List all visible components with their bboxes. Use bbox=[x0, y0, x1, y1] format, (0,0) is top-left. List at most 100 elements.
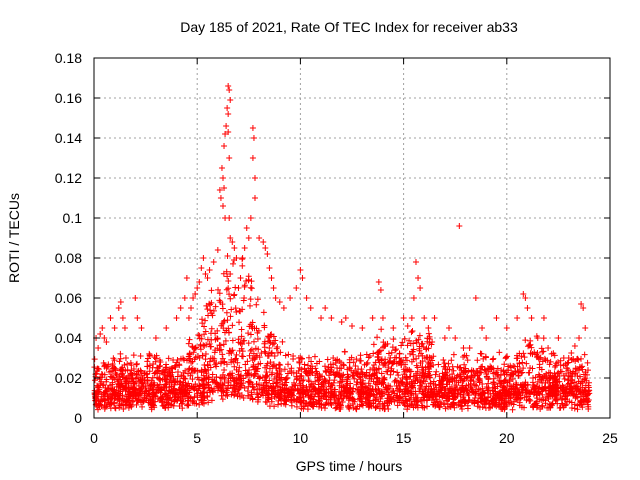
data-point bbox=[139, 403, 146, 410]
data-point bbox=[362, 373, 369, 380]
data-point bbox=[450, 351, 457, 358]
data-point bbox=[466, 345, 473, 351]
data-point bbox=[419, 388, 426, 395]
data-point bbox=[363, 369, 370, 376]
data-point bbox=[535, 371, 542, 378]
data-point bbox=[133, 360, 140, 367]
data-point bbox=[397, 358, 404, 365]
data-point bbox=[254, 335, 261, 342]
data-point bbox=[354, 378, 361, 385]
data-point bbox=[258, 350, 265, 357]
data-point bbox=[565, 377, 572, 384]
data-point bbox=[132, 295, 139, 301]
data-point bbox=[482, 367, 489, 374]
data-point bbox=[438, 387, 445, 394]
data-point bbox=[176, 362, 183, 369]
data-point bbox=[191, 393, 198, 400]
data-point bbox=[353, 356, 360, 363]
data-point bbox=[249, 355, 256, 362]
data-point bbox=[288, 365, 295, 372]
data-point bbox=[153, 386, 160, 393]
data-point bbox=[222, 391, 229, 398]
data-point bbox=[438, 400, 445, 407]
data-point bbox=[417, 359, 424, 366]
data-point bbox=[182, 381, 189, 388]
data-point bbox=[245, 235, 252, 241]
data-point bbox=[187, 355, 194, 362]
data-point bbox=[328, 402, 335, 409]
data-point bbox=[102, 404, 109, 411]
data-point bbox=[96, 384, 103, 391]
data-point bbox=[307, 365, 314, 372]
data-point bbox=[225, 129, 232, 135]
data-point bbox=[370, 378, 377, 385]
data-point bbox=[99, 325, 106, 331]
data-point bbox=[503, 354, 510, 361]
data-point bbox=[451, 404, 458, 411]
data-point bbox=[219, 305, 226, 312]
data-point bbox=[227, 235, 234, 241]
data-point bbox=[346, 365, 353, 372]
data-point bbox=[403, 374, 410, 381]
data-point bbox=[238, 345, 245, 352]
data-point bbox=[540, 315, 547, 321]
data-point bbox=[497, 403, 504, 410]
data-point bbox=[226, 87, 233, 93]
data-point bbox=[504, 353, 511, 360]
data-point bbox=[386, 358, 393, 365]
data-point bbox=[209, 312, 216, 319]
data-point bbox=[540, 348, 547, 355]
data-point bbox=[373, 366, 380, 373]
data-point bbox=[261, 382, 268, 389]
data-point bbox=[182, 386, 189, 393]
data-point bbox=[565, 355, 572, 361]
y-tick-label: 0.14 bbox=[55, 130, 82, 146]
data-point bbox=[580, 305, 587, 311]
data-point bbox=[244, 358, 251, 365]
data-point bbox=[563, 370, 570, 377]
data-point bbox=[402, 367, 409, 374]
data-point bbox=[518, 370, 525, 377]
data-point bbox=[107, 399, 114, 406]
data-point bbox=[374, 334, 381, 341]
data-point bbox=[262, 364, 269, 371]
data-point bbox=[186, 336, 193, 343]
data-point bbox=[478, 350, 485, 357]
data-point bbox=[282, 352, 289, 359]
data-point bbox=[115, 373, 122, 380]
data-point bbox=[454, 385, 461, 392]
data-point bbox=[125, 385, 132, 392]
data-point bbox=[366, 375, 373, 382]
data-point bbox=[578, 301, 585, 307]
data-point bbox=[219, 371, 226, 378]
data-point bbox=[486, 401, 493, 408]
data-point bbox=[547, 393, 554, 400]
data-point bbox=[379, 315, 386, 321]
data-point bbox=[572, 384, 579, 391]
data-point bbox=[315, 397, 322, 404]
data-point bbox=[220, 203, 226, 209]
data-point bbox=[323, 396, 330, 403]
data-point bbox=[425, 325, 432, 331]
data-point bbox=[295, 354, 302, 361]
data-point bbox=[297, 267, 304, 273]
data-point bbox=[227, 97, 234, 103]
data-point bbox=[568, 349, 575, 356]
data-point bbox=[444, 372, 451, 379]
data-point bbox=[247, 331, 254, 338]
data-point bbox=[478, 369, 485, 376]
data-point bbox=[393, 346, 400, 353]
data-point bbox=[185, 340, 192, 347]
data-point bbox=[290, 356, 297, 363]
data-point bbox=[347, 388, 354, 395]
data-point bbox=[575, 356, 582, 363]
data-point bbox=[217, 342, 224, 349]
data-point bbox=[174, 373, 181, 380]
data-point bbox=[266, 403, 273, 410]
data-point bbox=[276, 299, 283, 305]
data-point bbox=[499, 399, 506, 406]
data-point bbox=[198, 392, 205, 399]
data-point bbox=[412, 259, 419, 265]
data-point bbox=[556, 405, 563, 412]
